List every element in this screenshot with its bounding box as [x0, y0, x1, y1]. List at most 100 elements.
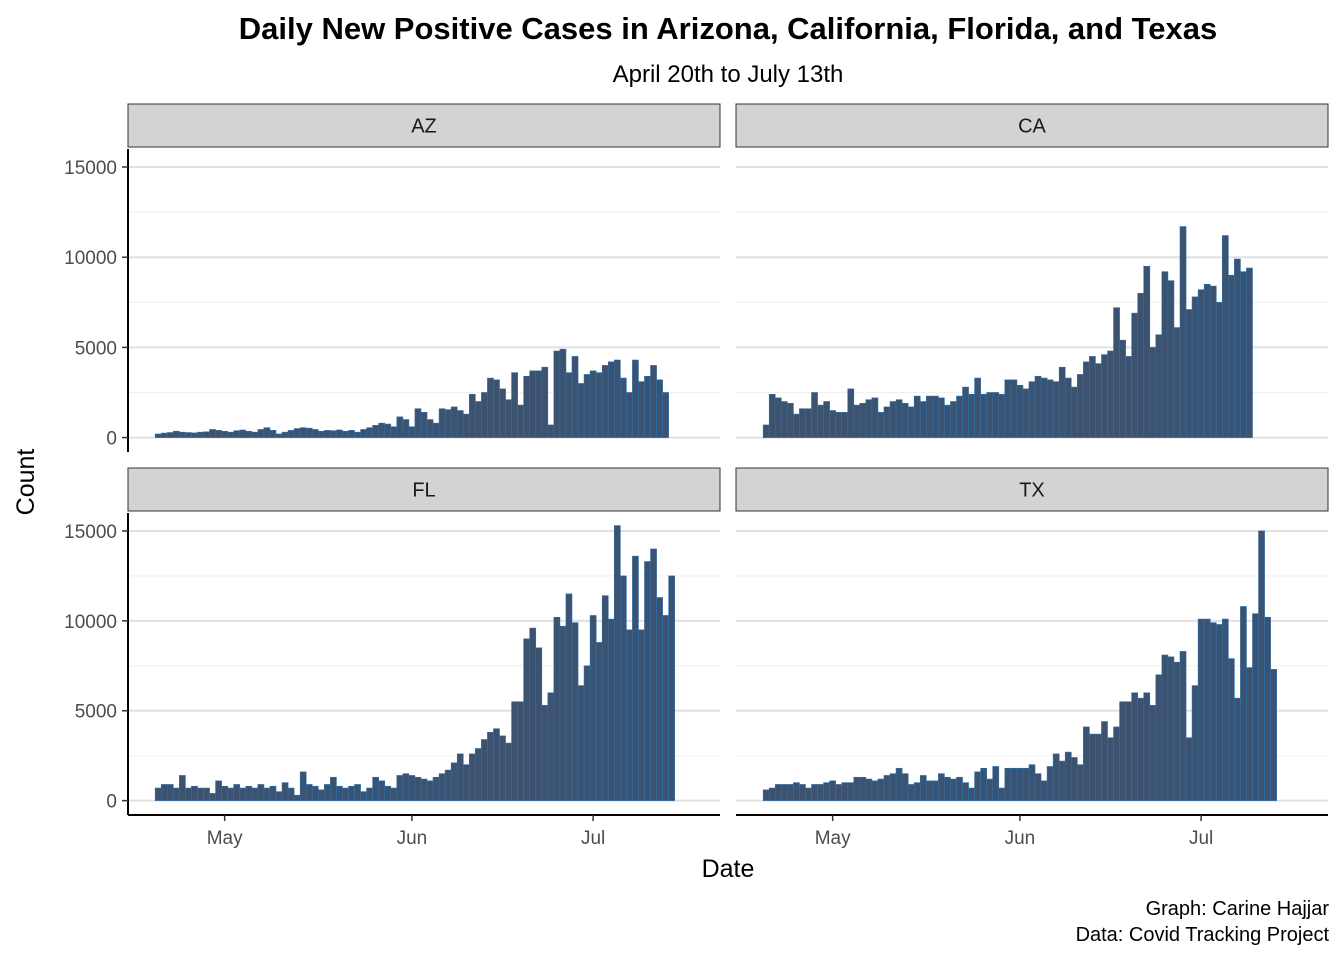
bar-ca-21 — [889, 401, 897, 438]
y-tick-label: 5000 — [75, 338, 117, 359]
bar-tx-61 — [1131, 692, 1139, 801]
bar-fl-68 — [565, 593, 573, 801]
bar-ca-51 — [1070, 386, 1078, 438]
bar-ca-24 — [907, 406, 915, 438]
bar-ca-55 — [1095, 363, 1102, 438]
bar-tx-19 — [877, 778, 885, 801]
bar-az-75 — [607, 361, 615, 438]
bar-fl-74 — [601, 595, 609, 801]
x-tick-label: Jul — [581, 828, 605, 849]
bar-ca-67 — [1167, 280, 1175, 438]
bar-fl-61 — [523, 638, 531, 801]
strip-label-tx: TX — [1019, 480, 1045, 502]
bar-az-68 — [565, 372, 573, 438]
bar-az-58 — [505, 399, 512, 438]
bar-tx-79 — [1240, 606, 1247, 801]
bar-az-13 — [233, 430, 241, 438]
panel-az: AZ 0 5000 10000 15000 — [64, 103, 721, 452]
bar-az-50 — [456, 410, 464, 438]
bar-fl-9 — [209, 793, 216, 801]
bar-fl-62 — [529, 627, 537, 801]
bar-tx-49 — [1058, 760, 1066, 801]
bar-fl-22 — [287, 787, 295, 801]
y-axis-title: Count — [12, 449, 40, 516]
bar-az-71 — [583, 374, 591, 438]
bar-az-1 — [160, 432, 168, 438]
bar-az-29 — [330, 430, 337, 438]
panel-fl: FL 0 5000 10000 15000 May Jun Jul — [64, 467, 721, 849]
bar-az-55 — [487, 377, 494, 438]
bar-ca-63 — [1143, 265, 1151, 438]
bar-tx-28 — [932, 780, 939, 801]
bar-az-62 — [529, 370, 537, 438]
bar-fl-29 — [330, 776, 337, 801]
bar-ca-47 — [1046, 379, 1054, 438]
bar-az-24 — [299, 427, 307, 438]
bar-ca-72 — [1197, 289, 1205, 438]
bar-ca-22 — [895, 399, 903, 438]
bar-az-45 — [426, 419, 434, 438]
bar-tx-47 — [1046, 766, 1054, 801]
bar-ca-32 — [956, 395, 963, 438]
bar-ca-80 — [1246, 267, 1253, 438]
bar-fl-59 — [511, 701, 518, 801]
bar-ca-10 — [823, 401, 830, 438]
x-axis-title: Date — [702, 855, 755, 883]
bar-tx-7 — [805, 787, 812, 801]
bar-tx-8 — [811, 784, 818, 801]
bar-ca-18 — [871, 397, 879, 438]
bar-ca-2 — [774, 397, 782, 438]
bar-fl-39 — [390, 787, 398, 801]
bar-az-10 — [215, 430, 222, 438]
bar-tx-27 — [925, 780, 933, 801]
bar-az-59 — [511, 372, 518, 438]
y-tick-label: 0 — [106, 792, 117, 813]
bar-ca-41 — [1010, 379, 1018, 438]
bar-tx-56 — [1101, 721, 1108, 801]
bar-tx-66 — [1161, 654, 1169, 801]
bar-fl-16 — [251, 787, 259, 801]
bar-fl-46 — [432, 776, 440, 801]
bar-ca-79 — [1240, 271, 1247, 438]
bar-ca-58 — [1113, 307, 1120, 438]
facet-panels: AZ 0 5000 10000 15000 CA FL 0 5000 10000 15000 May J… — [64, 103, 1329, 849]
x-tick-label: May — [207, 828, 243, 849]
bar-fl-43 — [414, 776, 422, 801]
bar-tx-32 — [956, 776, 963, 801]
x-tick-label: May — [815, 828, 851, 849]
bar-ca-9 — [817, 404, 824, 438]
strip-fl — [127, 467, 721, 512]
bar-ca-52 — [1077, 374, 1084, 438]
bar-az-4 — [179, 431, 186, 438]
bar-az-15 — [245, 430, 253, 438]
bar-ca-53 — [1083, 361, 1090, 438]
bar-fl-31 — [342, 787, 349, 801]
bar-fl-23 — [293, 794, 301, 801]
bar-fl-47 — [438, 773, 446, 801]
bar-ca-37 — [986, 392, 994, 438]
bar-ca-42 — [1016, 384, 1024, 438]
bar-tx-12 — [835, 784, 843, 801]
bar-fl-0 — [154, 787, 162, 801]
chart-subtitle: April 20th to July 13th — [613, 61, 844, 88]
bar-az-84 — [662, 392, 669, 438]
bar-fl-42 — [408, 775, 416, 801]
bar-fl-84 — [662, 615, 669, 801]
bar-tx-41 — [1010, 767, 1018, 801]
bar-tx-21 — [889, 773, 897, 801]
bar-ca-1 — [768, 393, 776, 438]
bar-az-49 — [450, 406, 458, 438]
bar-az-32 — [348, 430, 355, 438]
bar-az-17 — [257, 429, 265, 438]
bar-az-41 — [402, 419, 410, 438]
bar-az-66 — [553, 350, 561, 438]
bar-ca-39 — [998, 393, 1006, 438]
bar-az-81 — [644, 375, 651, 438]
bar-tx-52 — [1077, 764, 1084, 801]
bar-ca-27 — [925, 395, 933, 438]
bar-ca-31 — [950, 401, 957, 438]
bar-az-3 — [173, 430, 180, 438]
bar-az-18 — [263, 427, 271, 438]
bar-fl-56 — [493, 728, 500, 801]
bar-tx-51 — [1070, 757, 1078, 801]
